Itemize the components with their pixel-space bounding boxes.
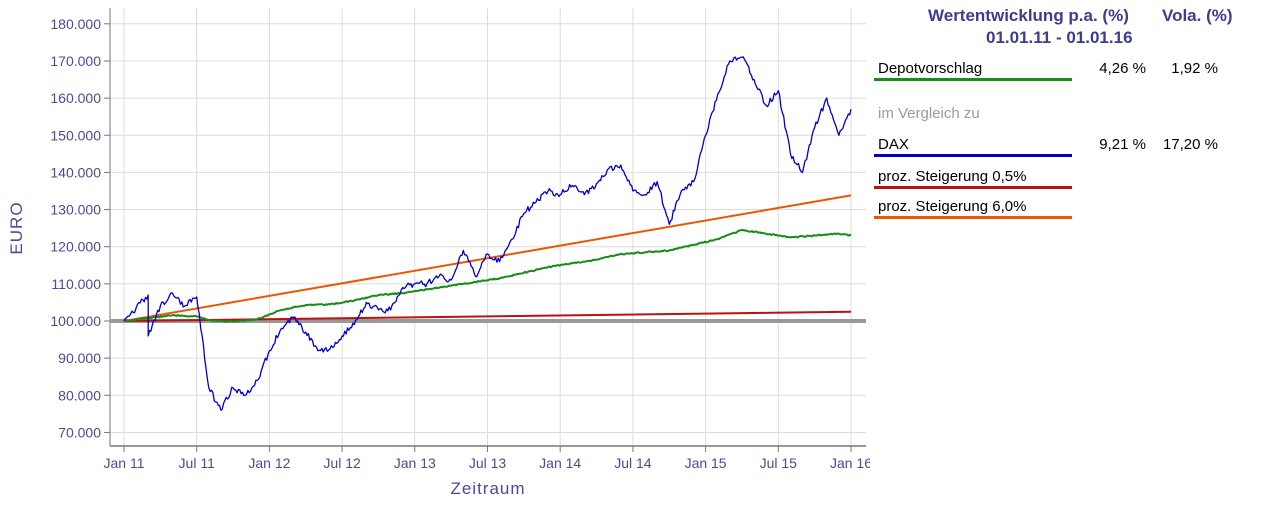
legend-line-steigerung-60: [874, 216, 1072, 219]
y-tick-label: 140.000: [50, 164, 101, 180]
y-tick-label: 150.000: [50, 127, 101, 143]
y-tick-label: 130.000: [50, 202, 101, 218]
performance-chart: 70.000 80.000 90.000 100.000 110.000 120.000 1…: [7, 8, 871, 498]
legend-row-vola: 17,20 %: [1162, 136, 1218, 153]
legend-compare-label: im Vergleich zu: [878, 105, 980, 122]
legend-header-vola: Vola. (%): [1162, 6, 1233, 25]
x-axis-title: Zeitraum: [450, 479, 525, 498]
y-tick-label: 180.000: [50, 16, 101, 32]
legend-line-depotvorschlag: [874, 78, 1072, 81]
y-tick-label: 170.000: [50, 53, 101, 69]
y-axis-title: EURO: [7, 201, 26, 254]
y-tick-label: 100.000: [50, 313, 101, 329]
chart-series: [110, 56, 866, 411]
legend-line-steigerung-05: [874, 186, 1072, 189]
chart-axes: [104, 8, 866, 452]
x-axis-tick-labels: Jan 11 Jul 11 Jan 12 Jul 12 Jan 13 Jul 13 Jan …: [104, 455, 871, 471]
y-tick-label: 120.000: [50, 239, 101, 255]
y-tick-label: 90.000: [58, 350, 101, 366]
x-tick-label: Jan 14: [539, 455, 581, 471]
legend-header-performance: Wertentwicklung p.a. (%): [928, 6, 1129, 25]
x-tick-label: Jan 12: [248, 455, 290, 471]
legend-panel: Wertentwicklung p.a. (%) Vola. (%) 01.01…: [870, 0, 1270, 230]
series-line-dax: [123, 56, 852, 411]
series-line-depotvorschlag: [123, 229, 852, 323]
y-tick-label: 110.000: [51, 276, 101, 292]
legend-row-vola: 1,92 %: [1171, 60, 1218, 77]
legend-row-label: DAX: [878, 136, 909, 153]
y-tick-label: 160.000: [50, 90, 101, 106]
x-tick-label: Jan 11: [104, 455, 145, 471]
x-tick-label: Jul 14: [614, 455, 652, 471]
chart-grid: [110, 8, 866, 446]
legend-row-label: Depotvorschlag: [878, 60, 983, 77]
legend-row-perf: 4,26 %: [1099, 60, 1146, 77]
series-line-proz-steigerung-6-0-: [123, 194, 852, 322]
legend-line-dax: [874, 154, 1072, 157]
legend-row-perf: 9,21 %: [1099, 136, 1146, 153]
y-axis-tick-labels: 70.000 80.000 90.000 100.000 110.000 120.000 1…: [50, 16, 101, 441]
x-tick-label: Jan 16: [830, 455, 870, 471]
x-tick-label: Jul 13: [469, 455, 507, 471]
legend-row-label: proz. Steigerung 0,5%: [878, 168, 1027, 185]
x-tick-label: Jan 13: [394, 455, 436, 471]
legend-header-period: 01.01.11 - 01.01.16: [986, 28, 1133, 47]
y-tick-label: 70.000: [58, 424, 101, 440]
x-tick-label: Jan 15: [685, 455, 727, 471]
legend-row-label: proz. Steigerung 6,0%: [878, 198, 1027, 215]
x-tick-label: Jul 11: [179, 455, 216, 471]
y-tick-label: 80.000: [58, 387, 101, 403]
x-tick-label: Jul 12: [323, 455, 361, 471]
x-tick-label: Jul 15: [760, 455, 798, 471]
